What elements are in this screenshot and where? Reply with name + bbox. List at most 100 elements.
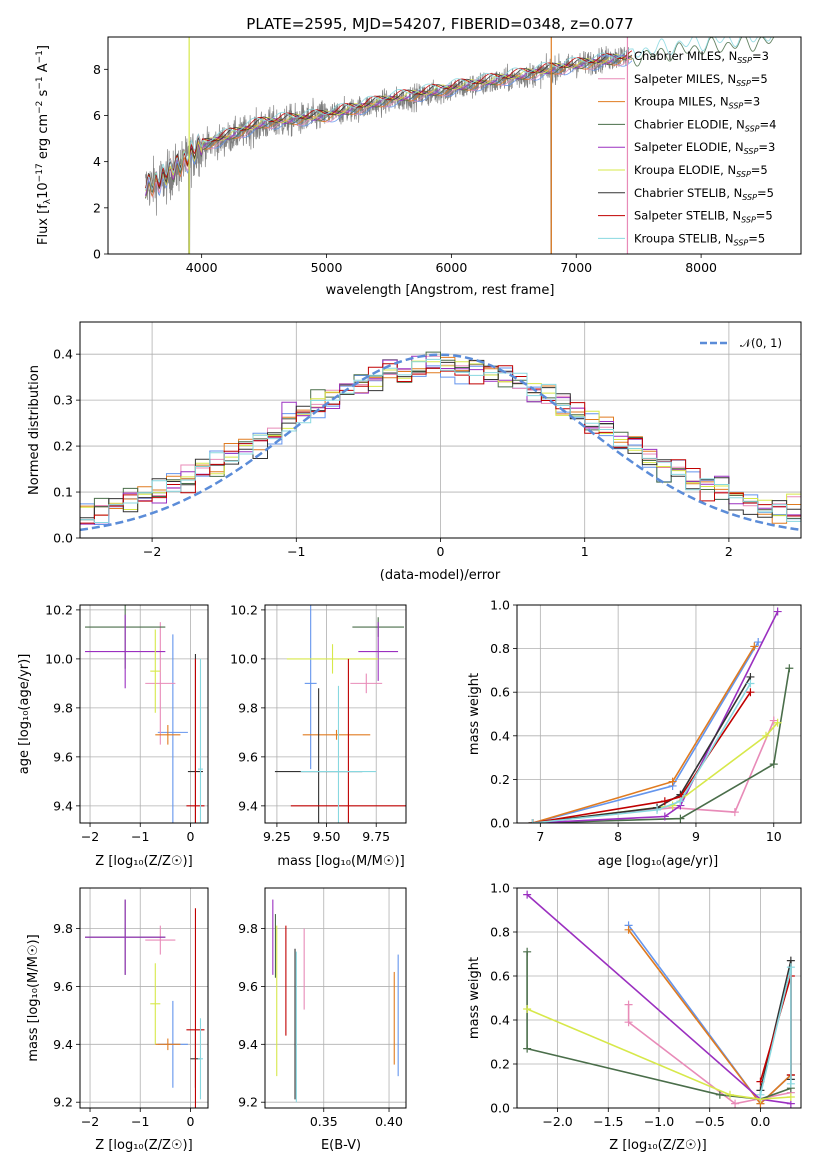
model-spectrum-5 xyxy=(145,54,633,192)
x-tick-label: 2 xyxy=(725,544,733,559)
age-vs-mass-panel: 9.25 9.50 9.75 9.4 9.6 9.8 10.0 10.2 xyxy=(230,602,407,844)
legend-label: Kroupa ELODIE, NSSP=5 xyxy=(634,163,768,179)
y-tick-label: 9.6 xyxy=(238,979,258,994)
x-tick-label: −0.5 xyxy=(695,1114,725,1129)
legend-sub: SSP xyxy=(729,102,744,111)
y-tick-label: 0.4 xyxy=(53,347,73,362)
mass-vs-ebv-xlabel: E(B-V) xyxy=(321,1138,361,1153)
legend-label: Kroupa STELIB, NSSP=5 xyxy=(634,231,765,247)
x-tick-label: 0.35 xyxy=(310,1114,338,1129)
weight-marker xyxy=(660,812,669,821)
legend-label: Kroupa MILES, NSSP=3 xyxy=(634,95,760,111)
plot-area xyxy=(85,899,205,1108)
legend-nssp: =5 xyxy=(748,231,765,245)
y-tick-label: 9.6 xyxy=(238,749,258,764)
spectrum-panel: 4000 5000 6000 7000 8000 0 2 4 6 8 xyxy=(93,36,802,275)
y-tick-label: 4 xyxy=(93,154,101,169)
weight-line-5 xyxy=(526,1008,791,1101)
y-tick-label: 0.6 xyxy=(490,969,510,984)
y-tick-label: 0.4 xyxy=(490,728,510,743)
weight-marker xyxy=(653,805,662,814)
weight-marker xyxy=(676,814,685,823)
x-tick-label: −2 xyxy=(81,829,99,844)
legend-label: Chabrier MILES, NSSP=3 xyxy=(634,49,769,65)
legend-nssp: =5 xyxy=(751,72,768,86)
x-tick-label: 0.0 xyxy=(750,1114,770,1129)
weight-vs-z-panel: −2.0 −1.5 −1.0 −0.5 0.0 0.0 0.2 0.4 0.6 0.8 1.0 xyxy=(490,881,802,1129)
observed-spectrum xyxy=(145,46,630,254)
y-tick-label: 9.6 xyxy=(53,749,73,764)
x-tick-label: 8000 xyxy=(685,260,717,275)
axes-frame xyxy=(264,604,407,824)
weight-marker xyxy=(624,1000,633,1009)
y-tick-label: 0.6 xyxy=(490,685,510,700)
x-tick-label: 0.40 xyxy=(375,1114,403,1129)
plot-area xyxy=(523,890,795,1108)
axes-frame xyxy=(516,604,802,824)
legend-nssp: =3 xyxy=(743,95,760,109)
model-spectrum-8 xyxy=(145,37,772,191)
model-spectrum-0 xyxy=(145,60,633,197)
weight-marker xyxy=(730,808,739,817)
weight-vs-age-xlabel: age [log₁₀(age/yr)] xyxy=(598,854,719,869)
model-legend: Chabrier MILES, NSSP=3 Salpeter MILES, NS… xyxy=(598,49,776,247)
age-vs-z-ylabel: age [log₁₀(age/yr)] xyxy=(17,654,32,775)
gaussian-curve xyxy=(80,353,801,532)
age-vs-z-xlabel: Z [log₁₀(Z/Z☉)] xyxy=(95,854,192,869)
legend-name: Salpeter ELODIE, N xyxy=(634,140,744,154)
x-tick-label: −1.5 xyxy=(593,1114,623,1129)
legend-nssp: =4 xyxy=(760,117,777,131)
weight-line-3 xyxy=(532,668,791,823)
legend-nssp: =5 xyxy=(757,186,774,200)
weight-line-7 xyxy=(532,691,752,823)
y-tick-label: 0 xyxy=(93,247,101,262)
legend-name: Chabrier ELODIE, N xyxy=(634,117,745,131)
weight-marker xyxy=(624,925,633,934)
axes-frame xyxy=(79,321,802,539)
legend-label: Salpeter STELIB, NSSP=5 xyxy=(634,209,773,225)
weight-marker xyxy=(746,688,755,697)
weight-marker xyxy=(523,947,532,956)
y-tick-label: 10.2 xyxy=(230,602,258,617)
weight-marker xyxy=(660,797,669,806)
legend-name: Salpeter STELIB, N xyxy=(634,209,741,223)
legend-label: Salpeter MILES, NSSP=5 xyxy=(634,72,768,88)
x-tick-label: 9.75 xyxy=(362,829,390,844)
x-tick-label: 1 xyxy=(581,544,589,559)
x-tick-label: −1.0 xyxy=(644,1114,674,1129)
x-tick-label: 9 xyxy=(692,829,700,844)
legend-nssp: =3 xyxy=(752,49,769,63)
x-tick-label: −2.0 xyxy=(542,1114,572,1129)
x-tick-label: 0 xyxy=(186,829,194,844)
model-spectrum-7 xyxy=(145,50,633,191)
weight-marker xyxy=(715,1090,724,1099)
y-tick-label: 9.8 xyxy=(53,921,73,936)
weight-vs-z-xlabel: Z [log₁₀(Z/Z☉)] xyxy=(609,1138,706,1153)
plot-area xyxy=(272,899,399,1103)
legend-nssp: =5 xyxy=(751,163,768,177)
model-spectrum-2 xyxy=(145,55,632,199)
legend-nssp: =5 xyxy=(756,209,773,223)
legend-name: Kroupa ELODIE, N xyxy=(634,163,736,177)
legend-name: Kroupa STELIB, N xyxy=(634,231,734,245)
weight-marker xyxy=(528,819,537,823)
weight-marker xyxy=(786,1093,795,1101)
y-tick-label: 0.1 xyxy=(53,485,73,500)
weight-marker xyxy=(668,777,677,786)
y-tick-label: 9.4 xyxy=(53,1037,73,1052)
x-tick-label: 0 xyxy=(437,544,445,559)
y-tick-label: 0.0 xyxy=(53,531,73,546)
weight-line-6 xyxy=(759,960,792,1091)
legend-sub: SSP xyxy=(737,56,752,65)
y-tick-label: 2 xyxy=(93,200,101,215)
weight-line-4 xyxy=(532,611,779,823)
y-tick-label: 9.8 xyxy=(238,921,258,936)
x-tick-label: 7000 xyxy=(560,260,592,275)
y-tick-label: 9.4 xyxy=(238,1037,258,1052)
axes-frame xyxy=(516,887,802,1109)
legend-label: Salpeter ELODIE, NSSP=3 xyxy=(634,140,775,156)
weight-marker xyxy=(624,1018,633,1027)
y-tick-label: 9.4 xyxy=(53,798,73,813)
weight-marker xyxy=(785,664,794,673)
